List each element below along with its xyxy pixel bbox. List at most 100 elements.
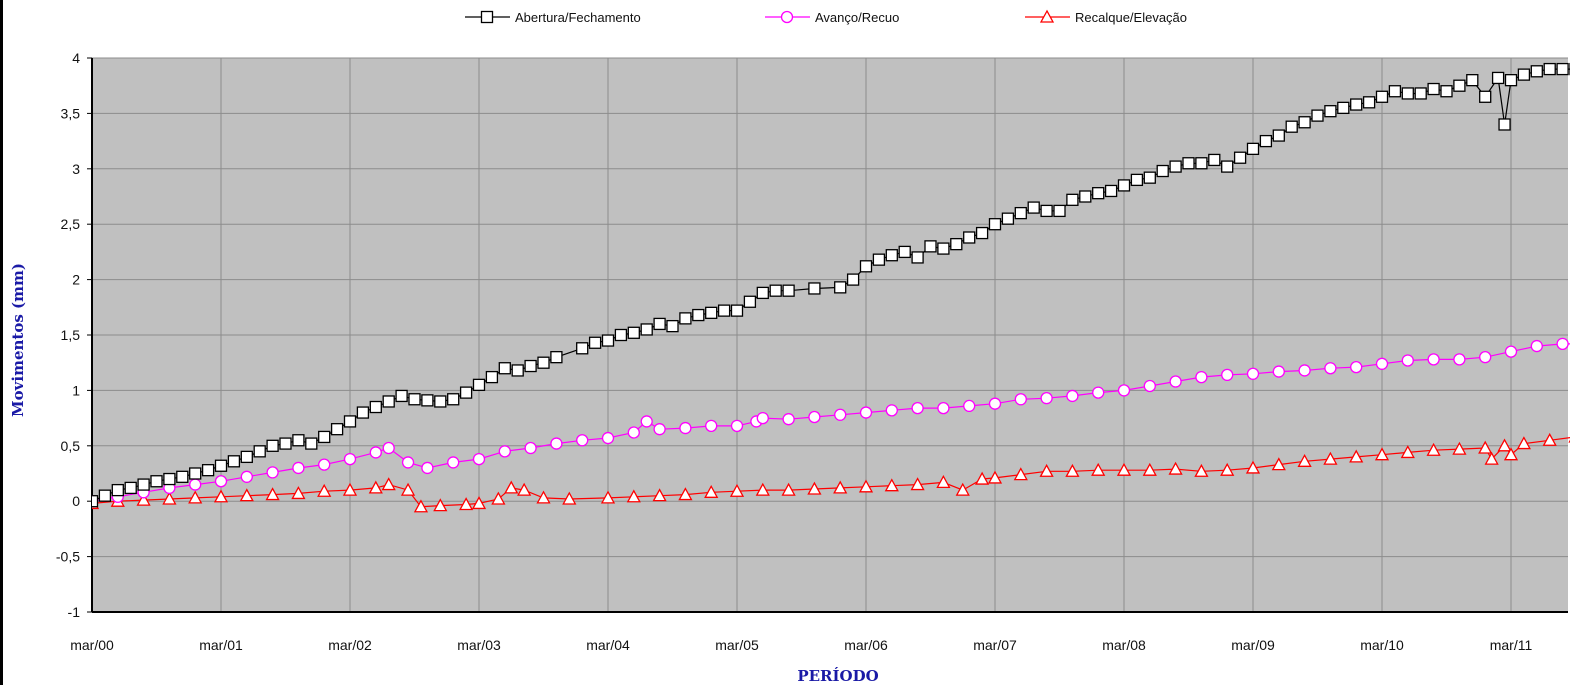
legend-label: Avanço/Recuo [815,10,899,25]
data-point [498,445,511,458]
data-point [963,399,976,413]
data-point [1324,362,1337,375]
data-point [1337,101,1350,115]
y-axis-tick-labels: 4 3,5 3 2,5 2 1,5 1 0,5 0 -0,5 -1 [56,50,92,620]
data-point [1092,386,1105,399]
data-point [1497,438,1512,452]
data-point [1271,457,1286,471]
data-point [381,477,396,491]
data-point [1401,87,1414,100]
chart-legend: Abertura/Fechamento Avanço/Recuo Recalque/… [465,9,1187,25]
data-point [950,237,963,251]
data-point [1349,449,1364,463]
data-point [936,475,951,489]
data-point [92,495,99,508]
series-square [92,62,1570,508]
data-point [188,490,203,504]
data-point [330,423,344,436]
data-point [704,484,719,498]
data-point [1233,151,1247,164]
data-point [368,480,383,494]
y-tick-label: 4 [72,50,80,66]
data-point [253,445,266,458]
data-point [1208,153,1221,167]
data-point [1426,442,1441,456]
data-point [755,482,770,496]
x-tick-label: mar/08 [1102,637,1146,653]
data-point [1117,179,1131,192]
data-point [111,483,124,497]
data-point [987,470,1003,484]
data-point [491,491,506,505]
data-point [705,306,718,319]
data-point [189,467,202,480]
data-point [343,452,357,466]
data-point [834,281,847,294]
data-point [1194,463,1209,477]
data-point [1401,354,1414,367]
data-point [601,431,615,445]
data-point [1466,74,1479,87]
y-tick-label: 0 [72,493,80,509]
data-point [214,459,228,472]
data-point [1556,337,1569,351]
data-point [988,397,1002,410]
data-point [471,496,487,510]
y-tick-label: 2,5 [61,216,81,232]
legend-label: Recalque/Elevação [1075,10,1187,25]
data-point [692,308,705,322]
data-point [421,461,434,475]
data-point [413,499,429,513]
data-point [1065,463,1080,477]
data-point [1504,345,1518,358]
data-point [1285,120,1298,133]
data-point [1143,171,1156,184]
data-point [1516,436,1531,450]
data-point [524,359,537,373]
data-point [653,423,666,436]
x-tick-label: mar/06 [844,637,888,653]
data-point [1117,384,1131,397]
data-point [743,295,757,308]
data-point [1066,389,1079,403]
data-point [1453,79,1466,92]
data-point [1478,440,1493,454]
data-point [1272,129,1285,142]
data-point [872,253,886,266]
data-point [1517,68,1531,81]
data-point [1168,461,1183,475]
data-point [150,475,163,488]
data-point [1427,82,1440,96]
data-point [1452,441,1467,455]
data-point [266,439,279,452]
data-point [924,240,937,253]
data-point [550,351,563,364]
data-point [588,336,602,349]
data-point [1040,204,1053,218]
data-point [447,456,460,469]
data-point [858,479,874,493]
data-point [305,437,318,450]
data-point [1092,187,1105,200]
data-point [808,410,821,424]
data-point [1375,90,1389,103]
data-point [601,334,615,347]
data-point [1388,85,1402,98]
data-point [1350,98,1363,111]
data-point [600,490,616,504]
y-tick-label: 1,5 [61,327,81,343]
data-point [1104,184,1118,198]
x-tick-label: mar/00 [70,637,114,653]
data-point [1053,204,1066,218]
data-point [382,395,395,408]
data-point [1400,445,1415,459]
y-tick-label: 3 [72,161,80,177]
x-tick-label: mar/04 [586,637,630,653]
data-point [369,446,382,459]
data-point [511,364,524,377]
data-point [1479,90,1492,103]
data-point [717,304,731,317]
plot-area [91,57,1570,613]
data-point [769,284,782,297]
